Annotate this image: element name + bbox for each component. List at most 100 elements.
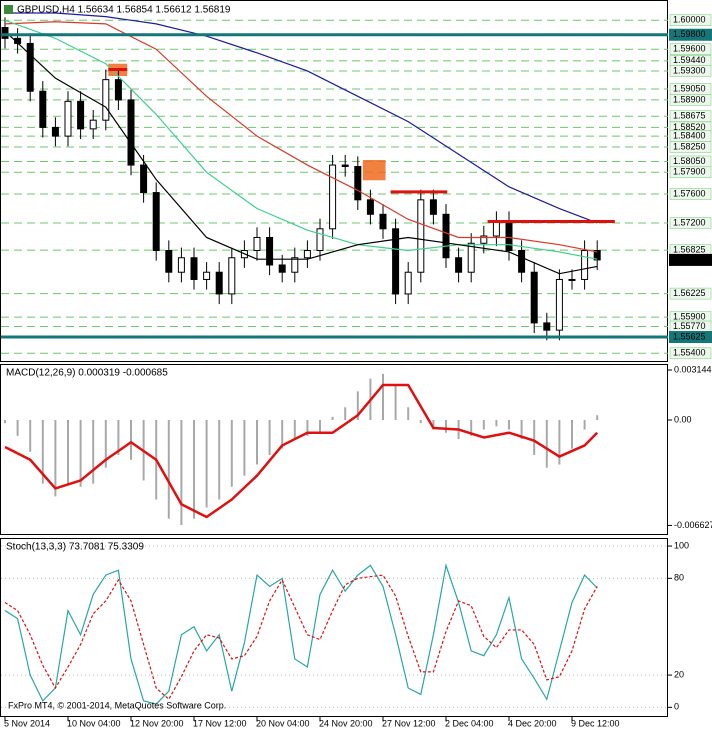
candle-body xyxy=(190,257,198,280)
stoch-panel xyxy=(0,538,668,717)
candle-body xyxy=(253,236,261,252)
level-label-box xyxy=(669,94,712,106)
candle-body xyxy=(89,119,97,130)
candle-body xyxy=(455,257,463,273)
candle-body xyxy=(165,250,173,273)
level-label: 1.57900 xyxy=(673,167,706,177)
candle-body xyxy=(278,264,286,273)
candle-body xyxy=(467,242,475,273)
y-tick-label: 0.003144 xyxy=(674,364,712,374)
candle-body xyxy=(102,79,110,121)
macd-panel xyxy=(0,364,668,535)
level-label: 1.59440 xyxy=(673,55,706,65)
candle-body xyxy=(417,199,425,273)
candle-body xyxy=(266,236,274,266)
candle-body xyxy=(392,228,400,295)
candle-body xyxy=(127,99,135,166)
candle-body xyxy=(64,100,72,137)
candle-body xyxy=(505,221,513,252)
x-tick-label: 20 Nov 04:00 xyxy=(256,718,310,728)
symbol-icon xyxy=(4,5,13,14)
level-label: 1.59050 xyxy=(673,83,706,93)
level-label-box xyxy=(669,287,712,300)
level-label-box xyxy=(669,217,712,229)
y-tick-label: 20 xyxy=(674,669,684,679)
x-tick-label: 12 Nov 20:00 xyxy=(130,718,184,728)
level-label: 1.55770 xyxy=(673,321,706,331)
candle-body xyxy=(341,164,349,168)
candle-body xyxy=(429,199,437,215)
candle-body xyxy=(51,126,59,137)
last-price-label: 1.56690 xyxy=(673,254,706,264)
candle-body xyxy=(215,271,223,295)
level-label: 1.58400 xyxy=(673,130,706,140)
level-label-box xyxy=(669,43,712,55)
level-label-box xyxy=(669,166,712,179)
candle-body xyxy=(291,257,299,273)
candle-body xyxy=(354,166,362,201)
level-label-box xyxy=(669,65,712,77)
candle-body xyxy=(329,164,337,230)
level-label: 1.59600 xyxy=(673,44,706,54)
zone xyxy=(362,160,386,181)
candle-body xyxy=(366,199,374,215)
candle-body xyxy=(26,42,34,92)
x-tick-label: 10 Nov 04:00 xyxy=(67,718,121,728)
level-label: 1.56225 xyxy=(673,288,706,298)
level-label-box xyxy=(669,14,712,27)
key-level-box xyxy=(669,331,712,344)
candle-body xyxy=(39,90,47,128)
candle-body xyxy=(568,278,576,281)
moving-average xyxy=(4,19,598,260)
level-label: 1.55400 xyxy=(673,348,706,358)
y-tick-label: 80 xyxy=(674,573,684,583)
x-tick-label: 24 Nov 20:00 xyxy=(319,718,373,728)
level-label: 1.58675 xyxy=(673,111,706,121)
x-tick-label: 17 Nov 12:00 xyxy=(193,718,247,728)
stoch-line xyxy=(4,563,598,705)
candle-body xyxy=(379,213,387,230)
moving-average xyxy=(4,30,598,275)
candle-body xyxy=(593,250,601,261)
y-tick-label: 0 xyxy=(674,702,679,712)
x-tick-label: 27 Nov 12:00 xyxy=(382,718,436,728)
last-price-box xyxy=(669,253,712,266)
moving-average xyxy=(5,12,598,224)
candle-body xyxy=(228,257,236,295)
candle-body xyxy=(555,278,563,331)
level-label: 1.58520 xyxy=(673,122,706,132)
key-level-box xyxy=(669,28,712,41)
x-tick-label: 9 Dec 12:00 xyxy=(571,718,620,728)
candle-body xyxy=(492,221,500,237)
level-label: 1.58050 xyxy=(673,156,706,166)
candle-body xyxy=(442,213,450,259)
level-label-box xyxy=(669,188,712,200)
x-tick-label: 4 Dec 20:00 xyxy=(508,718,557,728)
candle-body xyxy=(530,271,538,324)
level-label: 1.57200 xyxy=(673,217,706,227)
copyright: FxPro MT4, © 2001-2014, MetaQuotes Softw… xyxy=(8,700,226,710)
candle-body xyxy=(77,100,85,130)
candle-body xyxy=(316,228,324,252)
level-label: 1.58250 xyxy=(673,141,706,151)
candle-body xyxy=(404,271,412,295)
candle-body xyxy=(480,235,488,244)
candle-body xyxy=(114,79,122,101)
level-label-box xyxy=(669,347,712,360)
macd-signal xyxy=(4,383,599,519)
level-label: 1.59300 xyxy=(673,65,706,75)
key-level-label: 1.59800 xyxy=(673,29,706,39)
level-label: 1.58900 xyxy=(673,94,706,104)
candle-body xyxy=(1,27,9,39)
level-label-box xyxy=(669,141,712,153)
candle-body xyxy=(518,250,526,273)
candle-body xyxy=(152,192,160,252)
x-tick-label: 5 Nov 2014 xyxy=(4,718,50,728)
y-tick-label: 100 xyxy=(674,540,689,550)
key-level-label: 1.55625 xyxy=(673,331,706,341)
y-tick-label: 0.00 xyxy=(674,414,692,424)
stoch-title: Stoch(13,3,3) 73.7081 75.3309 xyxy=(6,542,144,553)
candle-body xyxy=(203,271,211,280)
moving-average xyxy=(4,21,598,253)
